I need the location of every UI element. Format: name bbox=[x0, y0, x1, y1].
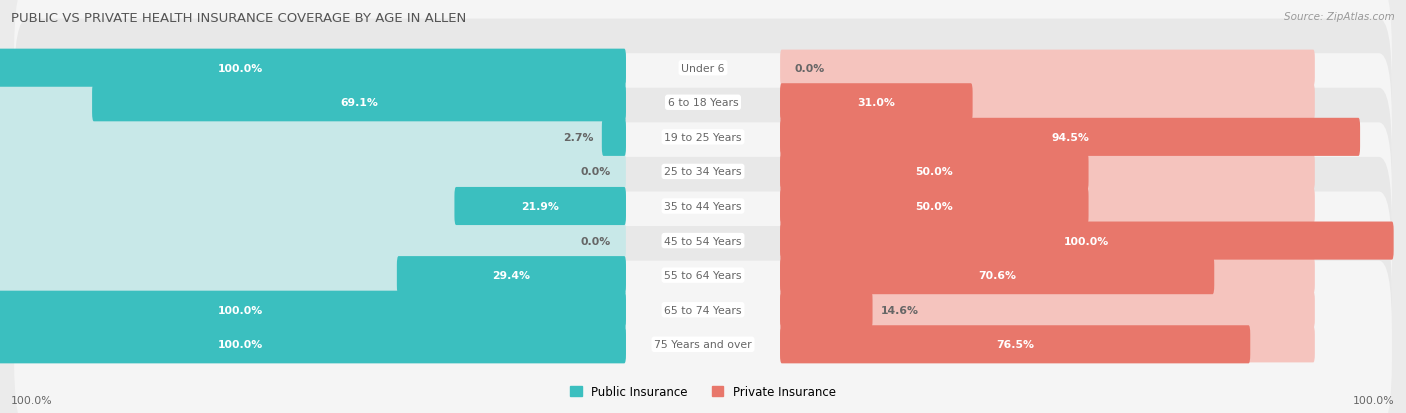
FancyBboxPatch shape bbox=[780, 85, 1315, 121]
Text: 0.0%: 0.0% bbox=[794, 64, 825, 74]
Text: 50.0%: 50.0% bbox=[915, 167, 953, 177]
FancyBboxPatch shape bbox=[780, 119, 1315, 156]
FancyBboxPatch shape bbox=[0, 325, 626, 363]
FancyBboxPatch shape bbox=[0, 85, 626, 121]
FancyBboxPatch shape bbox=[780, 188, 1315, 225]
Text: 45 to 54 Years: 45 to 54 Years bbox=[664, 236, 742, 246]
FancyBboxPatch shape bbox=[0, 223, 626, 259]
FancyBboxPatch shape bbox=[0, 326, 626, 363]
Text: 0.0%: 0.0% bbox=[581, 167, 612, 177]
FancyBboxPatch shape bbox=[14, 54, 1392, 221]
FancyBboxPatch shape bbox=[0, 154, 626, 190]
Legend: Public Insurance, Private Insurance: Public Insurance, Private Insurance bbox=[571, 385, 835, 399]
Text: 0.0%: 0.0% bbox=[581, 236, 612, 246]
FancyBboxPatch shape bbox=[0, 257, 626, 294]
FancyBboxPatch shape bbox=[14, 19, 1392, 187]
FancyBboxPatch shape bbox=[0, 119, 626, 156]
FancyBboxPatch shape bbox=[0, 50, 626, 87]
Text: 100.0%: 100.0% bbox=[218, 305, 263, 315]
Text: 6 to 18 Years: 6 to 18 Years bbox=[668, 98, 738, 108]
FancyBboxPatch shape bbox=[780, 50, 1315, 87]
FancyBboxPatch shape bbox=[14, 157, 1392, 325]
FancyBboxPatch shape bbox=[0, 188, 626, 225]
FancyBboxPatch shape bbox=[14, 123, 1392, 290]
Text: Under 6: Under 6 bbox=[682, 64, 724, 74]
FancyBboxPatch shape bbox=[780, 257, 1315, 294]
FancyBboxPatch shape bbox=[602, 119, 626, 157]
Text: 100.0%: 100.0% bbox=[1064, 236, 1109, 246]
FancyBboxPatch shape bbox=[780, 153, 1088, 191]
FancyBboxPatch shape bbox=[14, 192, 1392, 359]
Text: 21.9%: 21.9% bbox=[522, 202, 560, 211]
Text: 35 to 44 Years: 35 to 44 Years bbox=[664, 202, 742, 211]
FancyBboxPatch shape bbox=[780, 222, 1393, 260]
FancyBboxPatch shape bbox=[780, 119, 1360, 157]
FancyBboxPatch shape bbox=[0, 291, 626, 329]
FancyBboxPatch shape bbox=[0, 50, 626, 88]
Text: 2.7%: 2.7% bbox=[564, 133, 593, 142]
FancyBboxPatch shape bbox=[780, 223, 1315, 259]
Text: 100.0%: 100.0% bbox=[1353, 395, 1395, 405]
Text: 19 to 25 Years: 19 to 25 Years bbox=[664, 133, 742, 142]
FancyBboxPatch shape bbox=[14, 261, 1392, 413]
Text: 50.0%: 50.0% bbox=[915, 202, 953, 211]
Text: 100.0%: 100.0% bbox=[11, 395, 53, 405]
FancyBboxPatch shape bbox=[454, 188, 626, 225]
Text: 70.6%: 70.6% bbox=[979, 271, 1017, 280]
FancyBboxPatch shape bbox=[396, 256, 626, 294]
Text: 94.5%: 94.5% bbox=[1052, 133, 1090, 142]
FancyBboxPatch shape bbox=[780, 188, 1088, 225]
Text: PUBLIC VS PRIVATE HEALTH INSURANCE COVERAGE BY AGE IN ALLEN: PUBLIC VS PRIVATE HEALTH INSURANCE COVER… bbox=[11, 12, 467, 25]
Text: 14.6%: 14.6% bbox=[880, 305, 918, 315]
Text: 76.5%: 76.5% bbox=[995, 339, 1035, 349]
Text: 100.0%: 100.0% bbox=[218, 64, 263, 74]
FancyBboxPatch shape bbox=[14, 0, 1392, 152]
FancyBboxPatch shape bbox=[780, 292, 1315, 328]
Text: 65 to 74 Years: 65 to 74 Years bbox=[664, 305, 742, 315]
FancyBboxPatch shape bbox=[780, 291, 873, 329]
Text: 31.0%: 31.0% bbox=[858, 98, 896, 108]
Text: 75 Years and over: 75 Years and over bbox=[654, 339, 752, 349]
Text: 55 to 64 Years: 55 to 64 Years bbox=[664, 271, 742, 280]
Text: 69.1%: 69.1% bbox=[340, 98, 378, 108]
FancyBboxPatch shape bbox=[780, 325, 1250, 363]
FancyBboxPatch shape bbox=[0, 292, 626, 328]
FancyBboxPatch shape bbox=[91, 84, 626, 122]
Text: 25 to 34 Years: 25 to 34 Years bbox=[664, 167, 742, 177]
FancyBboxPatch shape bbox=[14, 226, 1392, 394]
Text: 29.4%: 29.4% bbox=[492, 271, 530, 280]
FancyBboxPatch shape bbox=[780, 256, 1215, 294]
FancyBboxPatch shape bbox=[14, 88, 1392, 256]
Text: Source: ZipAtlas.com: Source: ZipAtlas.com bbox=[1284, 12, 1395, 22]
FancyBboxPatch shape bbox=[780, 326, 1315, 363]
FancyBboxPatch shape bbox=[780, 154, 1315, 190]
FancyBboxPatch shape bbox=[780, 84, 973, 122]
Text: 100.0%: 100.0% bbox=[218, 339, 263, 349]
